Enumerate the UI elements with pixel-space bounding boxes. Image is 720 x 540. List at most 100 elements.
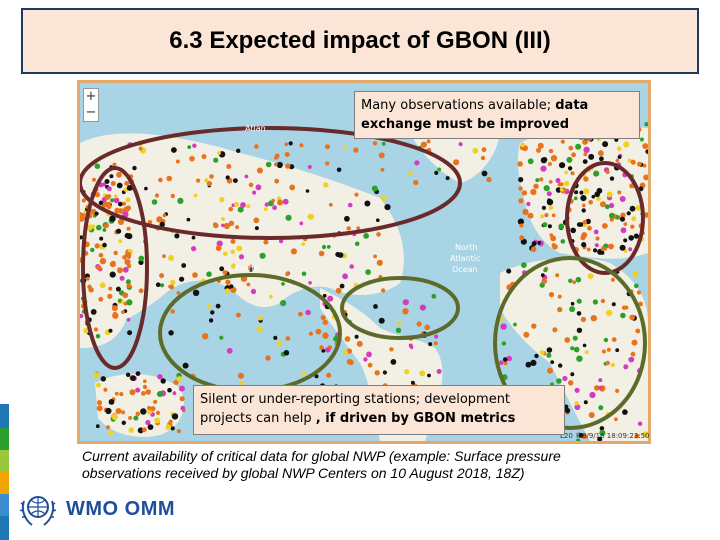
station-marker [630, 351, 636, 357]
station-marker [643, 174, 648, 181]
station-marker [520, 142, 525, 148]
station-marker [372, 141, 378, 146]
station-marker [327, 295, 334, 302]
station-marker [573, 346, 580, 353]
station-marker [176, 429, 181, 434]
station-marker [219, 335, 224, 340]
station-marker [115, 408, 122, 414]
station-marker [437, 167, 442, 172]
station-marker [575, 438, 581, 441]
station-marker [285, 272, 290, 277]
station-marker [106, 186, 112, 192]
station-marker [583, 176, 589, 182]
station-marker [192, 143, 197, 148]
station-marker [628, 356, 635, 363]
station-marker [320, 315, 326, 321]
station-marker [605, 170, 610, 175]
station-marker [116, 182, 123, 189]
station-marker [574, 404, 581, 411]
station-marker [630, 224, 635, 229]
station-marker [118, 239, 123, 244]
station-marker [258, 316, 263, 321]
station-marker [595, 236, 600, 241]
station-marker [522, 208, 529, 216]
station-marker [284, 152, 290, 157]
station-marker [299, 143, 304, 148]
station-marker [108, 286, 113, 291]
station-marker [578, 432, 584, 438]
station-marker [550, 155, 558, 162]
station-marker [353, 147, 359, 153]
station-marker [576, 311, 582, 316]
station-marker [284, 142, 289, 146]
station-marker [582, 220, 587, 225]
station-marker [92, 177, 96, 182]
callout-top-text: Many observations available; [361, 98, 556, 113]
station-marker [481, 170, 488, 177]
station-marker [530, 246, 537, 252]
station-marker [193, 193, 198, 198]
station-marker [371, 185, 378, 192]
station-marker [126, 226, 131, 231]
station-marker [453, 159, 460, 166]
station-marker [124, 181, 130, 186]
station-marker [125, 205, 131, 211]
station-marker [610, 362, 616, 368]
station-marker [402, 308, 409, 315]
station-marker [373, 254, 377, 259]
station-marker [213, 222, 218, 227]
station-marker [208, 318, 214, 323]
station-marker [365, 269, 371, 275]
station-marker [631, 339, 638, 346]
station-marker [380, 195, 387, 201]
station-marker [170, 426, 175, 431]
station-marker [499, 317, 504, 321]
station-marker [541, 278, 548, 284]
station-marker [568, 278, 573, 283]
station-marker [109, 174, 114, 179]
station-marker [354, 241, 360, 247]
station-marker [583, 188, 590, 195]
station-marker [246, 282, 251, 287]
station-marker [541, 157, 548, 163]
station-marker [156, 391, 163, 397]
station-marker [112, 162, 117, 167]
station-marker [632, 271, 639, 278]
station-marker [168, 330, 174, 336]
station-marker [299, 221, 304, 226]
label-pacific: Pacific [235, 264, 260, 273]
station-marker [319, 345, 324, 351]
station-marker [548, 180, 553, 184]
station-marker [285, 163, 291, 169]
station-marker [623, 238, 628, 243]
station-marker [135, 411, 141, 417]
station-marker [93, 327, 99, 332]
station-marker [103, 387, 108, 392]
station-marker [536, 147, 541, 153]
region-circle-east-asia [81, 166, 149, 370]
station-marker [436, 369, 442, 374]
station-marker [631, 216, 637, 222]
station-marker [145, 389, 151, 395]
zoom-out-button[interactable]: − [85, 105, 97, 120]
observation-map[interactable]: Atlan Pacific North Atlantic Ocean [77, 80, 651, 444]
station-marker [105, 407, 112, 415]
station-marker [533, 183, 539, 189]
zoom-in-button[interactable]: + [85, 89, 97, 104]
station-marker [124, 258, 131, 266]
map-canvas: Atlan Pacific North Atlantic Ocean [80, 83, 648, 441]
station-marker [564, 407, 571, 414]
station-marker [104, 194, 111, 200]
station-marker [233, 178, 238, 183]
station-marker [570, 171, 575, 176]
station-marker [575, 143, 582, 150]
station-marker [617, 155, 622, 159]
station-marker [162, 254, 166, 259]
station-marker [176, 291, 181, 295]
north-america-landmass [80, 133, 404, 333]
station-marker [114, 391, 119, 396]
station-marker [87, 284, 92, 289]
station-marker [592, 299, 599, 305]
station-marker [600, 201, 606, 208]
map-zoom-control[interactable]: + − [83, 88, 99, 122]
